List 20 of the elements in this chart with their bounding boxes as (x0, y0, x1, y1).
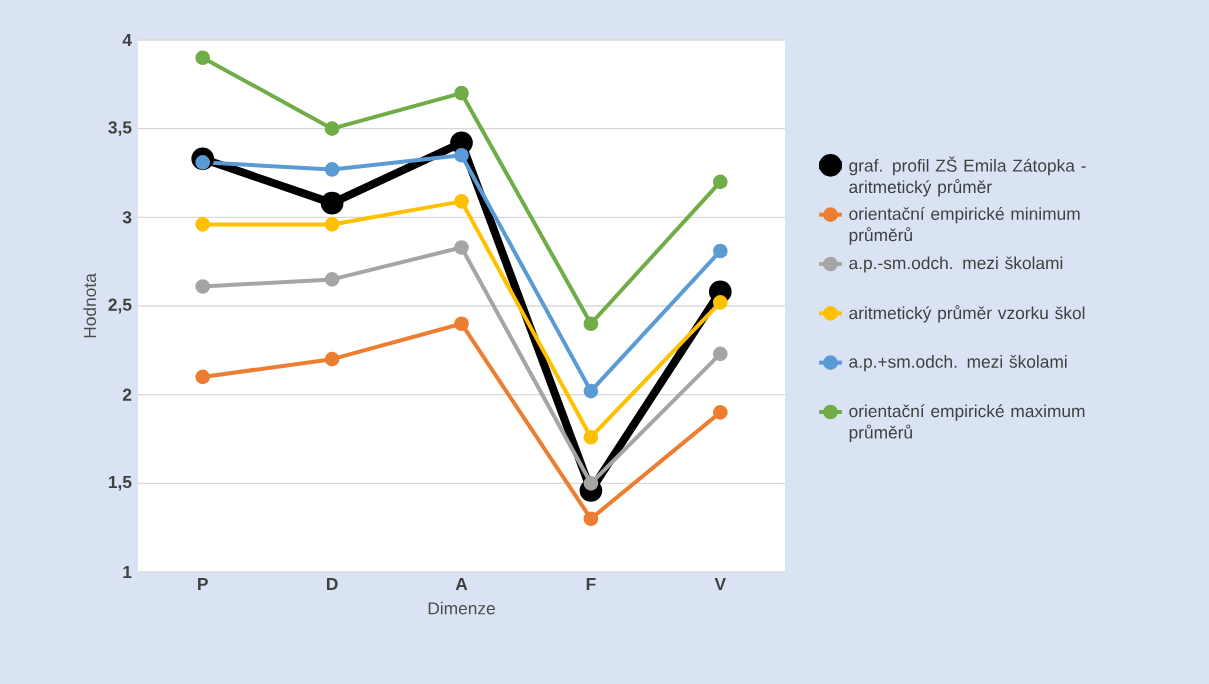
x-tick-label: D (327, 578, 338, 590)
y-tick-label: 4 (122, 34, 132, 46)
legend-label: a.p.+sm.odch. mezi školami (849, 355, 1067, 372)
legend-label: orientační empirické minimum průměrů (849, 207, 1080, 245)
x-tick-label: F (586, 578, 596, 590)
legend-label: a.p.-sm.odch. mezi školami (849, 256, 1063, 273)
y-tick-label: 1,5 (108, 476, 132, 491)
legend-label: aritmetický průměr vzorku škol (849, 305, 1085, 323)
x-tick-label: V (714, 578, 726, 590)
x-tick-label: P (198, 578, 208, 590)
y-tick-label: 3,5 (108, 121, 132, 137)
y-axis-title: Hodnota (83, 273, 97, 338)
legend-label: orientační empirické maximum průměrů (849, 404, 1085, 443)
x-axis-title: Dimenze (428, 601, 495, 615)
x-tick-label: A (455, 578, 468, 590)
y-tick-label: 3 (122, 211, 132, 224)
legend-label: graf. profil ZŠ Emila Zátopka - aritmetický průměr (849, 156, 1086, 197)
y-tick-label: 2,5 (108, 298, 132, 314)
y-tick-label: 1 (123, 566, 132, 578)
y-tick-label: 2 (122, 388, 132, 401)
